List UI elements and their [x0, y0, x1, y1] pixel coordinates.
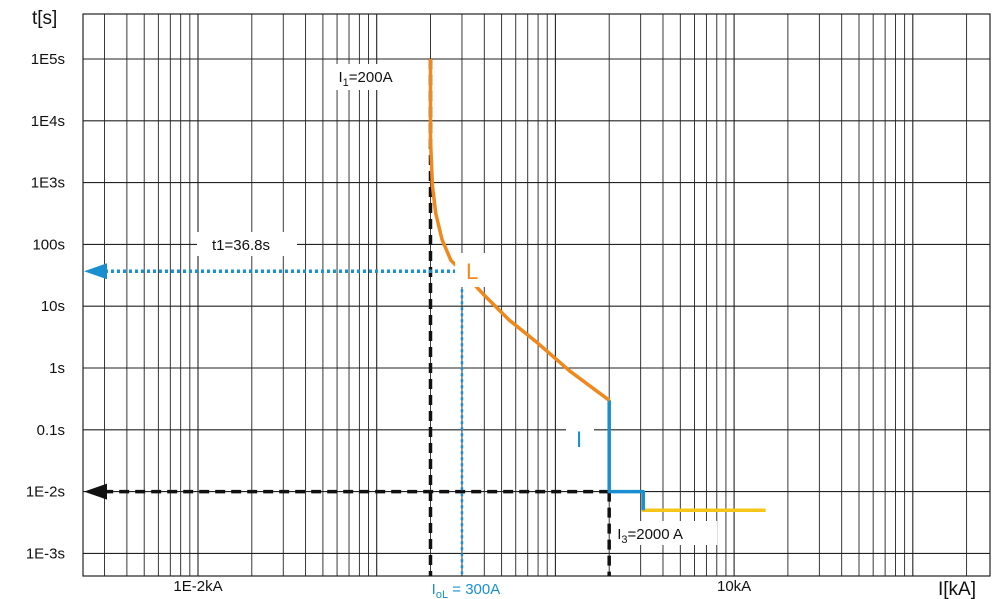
- curve-i-label: I: [576, 427, 582, 452]
- y-tick-label: 1s: [49, 360, 65, 377]
- y-tick-label: 100s: [32, 236, 65, 253]
- y-axis-title: t[s]: [32, 8, 57, 29]
- curve-l-label: L: [466, 259, 478, 284]
- x-axis-title: I[kA]: [938, 579, 976, 599]
- i3-label: I3=2000 A: [617, 526, 683, 546]
- y-tick-labels: 1E5s 1E4s 1E3s 100s 10s 1s 0.1s 1E-2s 1E-3s: [26, 51, 65, 562]
- y-tick-label: 1E4s: [31, 113, 65, 130]
- t2-arrow-icon: [84, 483, 107, 500]
- t1-label-bg: [197, 232, 297, 256]
- label-l-bg: [455, 253, 491, 287]
- y-tick-label: 1E3s: [31, 175, 65, 192]
- annotations: I1=200A t1=36.8s I3=2000 A IoL = 300A L I: [197, 64, 718, 599]
- plot-frame: [82, 13, 991, 577]
- i1-label: I1=200A: [338, 69, 392, 89]
- y-tick-label: 1E-2s: [26, 484, 65, 501]
- xlabel-bg: [934, 578, 994, 599]
- curve-i: [607, 400, 645, 511]
- iol-label: IoL = 300A: [432, 581, 501, 599]
- t1-label: t1=36.8s: [212, 237, 270, 254]
- t1-arrow-icon: [84, 263, 107, 280]
- y-tick-label: 10s: [41, 298, 65, 315]
- i1-label-bg: [335, 64, 426, 90]
- x-tick-labels: 1E-2kA 10kA: [173, 578, 751, 595]
- curve-l: [428, 59, 611, 402]
- guide-lines: [84, 59, 611, 576]
- curve-series: [641, 491, 766, 512]
- y-tick-label: 1E5s: [31, 51, 65, 68]
- x-tick-label: 1E-2kA: [173, 578, 222, 595]
- y-tick-label: 0.1s: [37, 422, 65, 439]
- grid-lines: [82, 13, 991, 577]
- y-tick-label: 1E-3s: [26, 545, 65, 562]
- x-tick-label: 10kA: [717, 578, 751, 595]
- i3-label-bg: [613, 521, 718, 545]
- label-i-bg: [566, 423, 594, 455]
